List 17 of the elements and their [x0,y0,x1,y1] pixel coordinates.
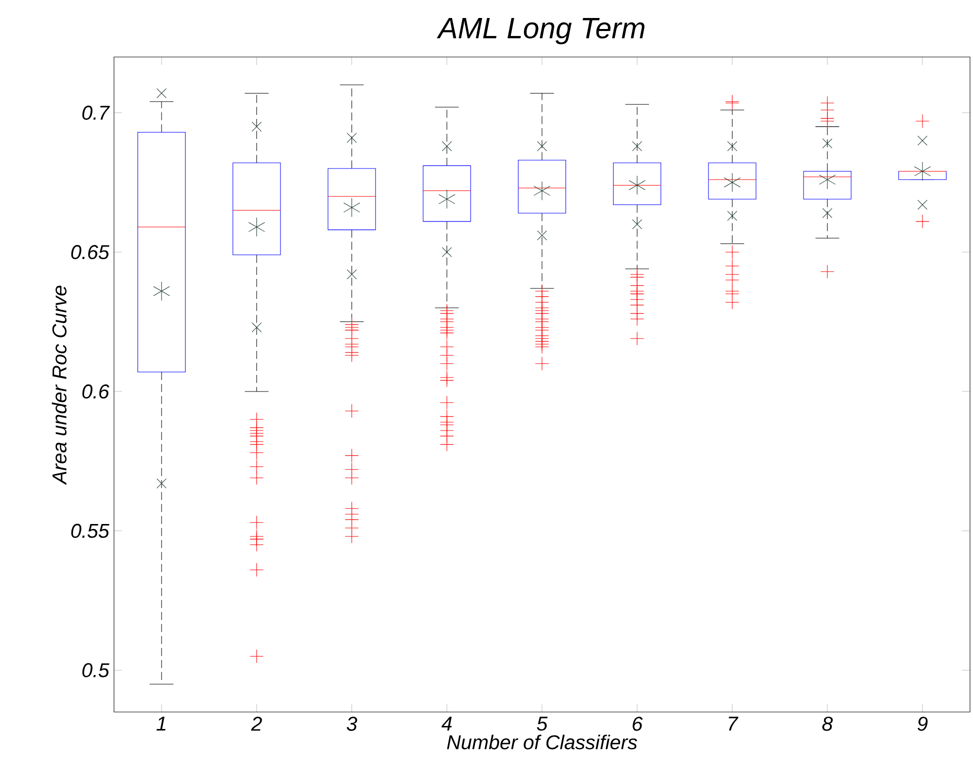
y-tick-label: 0.6 [82,384,110,399]
x-tick-label: 7 [728,716,738,730]
x-tick-label: 4 [441,716,452,730]
x-tick-label: 6 [632,716,643,731]
y-tick-label: 0.65 [71,245,110,260]
x-tick-label: 2 [250,716,262,731]
x-axis-title: Number of Classifiers [447,734,638,750]
y-tick-label: 0.5 [82,663,110,678]
x-tick-label: 5 [536,716,548,731]
chart-title: AML Long Term [436,18,644,44]
x-tick-label: 1 [156,716,166,730]
x-tick-label: 8 [822,716,833,731]
y-axis-title: Area under Roc Curve [52,286,67,485]
x-tick-label: 3 [346,716,358,731]
y-tick-label: 0.7 [82,106,110,120]
y-tick-label: 0.55 [71,524,110,538]
x-tick-label: 9 [918,716,928,731]
